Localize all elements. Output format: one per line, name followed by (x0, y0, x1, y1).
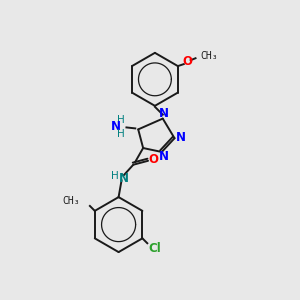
Text: O: O (183, 55, 193, 68)
Text: H: H (111, 172, 119, 182)
Text: H: H (117, 129, 124, 139)
Text: N: N (159, 107, 169, 120)
Text: N: N (111, 120, 121, 133)
Text: CH₃: CH₃ (62, 196, 80, 206)
Text: N: N (176, 131, 185, 144)
Text: CH₃: CH₃ (200, 51, 218, 61)
Text: N: N (159, 150, 169, 164)
Text: Cl: Cl (149, 242, 161, 255)
Text: N: N (118, 172, 128, 185)
Text: O: O (148, 153, 158, 166)
Text: H: H (117, 115, 124, 124)
